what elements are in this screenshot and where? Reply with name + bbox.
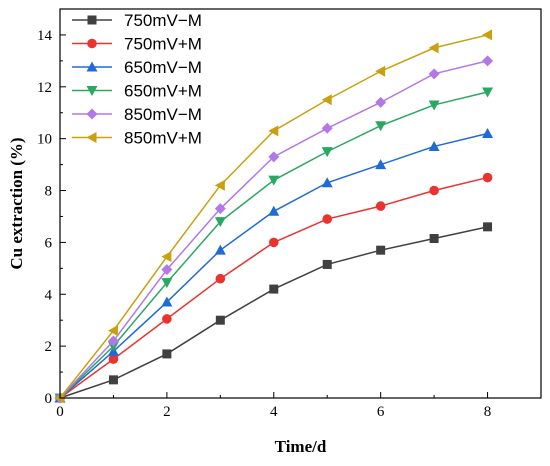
x-tick-label: 2 [163,404,171,420]
data-point [161,278,173,289]
y-tick-label: 12 [37,80,52,96]
data-point [269,284,279,294]
legend-marker [87,15,97,25]
data-point [162,349,172,359]
legend-label: 750mV+M [124,35,202,54]
y-tick-label: 10 [37,132,52,148]
data-point [108,354,119,364]
data-point [107,335,119,347]
x-tick-label: 6 [377,404,385,420]
data-point [162,314,172,324]
y-tick-label: 4 [45,287,53,303]
legend-item: 850mV−M [72,105,202,124]
series-6 [54,29,493,404]
data-point [321,122,333,134]
data-point [429,185,439,196]
series-line [59,132,488,399]
data-point [161,251,172,263]
axes: 0 2 4 6 8 0 2 4 6 8 10 12 14 [37,8,542,420]
data-point [321,177,333,188]
y-tick-label: 6 [45,235,53,251]
data-point [482,87,494,98]
legend-item: 650mV+M [72,82,202,101]
data-point [375,96,387,108]
y-tick-label: 0 [45,391,53,407]
series-2 [55,172,493,403]
data-point [482,29,493,41]
x-axis-title: Time/d [275,437,327,456]
data-point [321,94,332,106]
data-point [322,259,332,269]
legend-label: 650mV+M [124,82,202,101]
data-point [482,172,493,183]
legend-item: 750mV−M [72,11,202,30]
x-tick-label: 8 [484,404,492,420]
data-point [214,179,225,191]
data-point [214,203,226,215]
data-point [107,325,118,337]
data-point [268,151,280,163]
data-point [321,147,333,158]
legend-label: 650mV−M [124,58,202,77]
data-point [268,125,279,137]
data-point [375,121,387,132]
data-point [322,214,333,224]
data-point [268,237,279,248]
data-point [375,201,386,211]
data-point [375,65,386,77]
data-point [482,55,494,67]
data-point [161,296,173,307]
legend-item: 850mV+M [72,129,202,148]
legend-marker [87,38,97,49]
data-point [428,42,439,54]
data-point [429,234,439,244]
legend-marker [86,108,98,120]
data-point [376,245,386,255]
data-point [215,315,225,325]
data-point [268,205,280,216]
legend-label: 850mV+M [124,129,202,148]
x-tick-label: 0 [56,404,64,420]
data-point [428,140,440,151]
legend-label: 850mV−M [124,105,202,124]
data-point [215,273,226,284]
data-point [214,217,226,228]
plot-frame [59,8,542,399]
series-3 [54,127,494,403]
series-line [59,226,488,399]
x-tick-label: 4 [270,404,278,420]
y-tick-label: 14 [37,28,53,44]
y-tick-label: 2 [45,339,53,355]
legend-marker [86,132,97,143]
y-axis-title: Cu extraction (%) [7,137,26,269]
data-point [214,244,226,255]
legend: 750mV−M 750mV+M 650mV−M 650mV+M 850mV−M 850mV… [72,11,202,148]
y-tick-label: 8 [45,184,53,200]
data-point [428,68,440,80]
data-point [161,264,173,276]
data-point [482,127,494,138]
legend-marker [86,86,98,96]
data-point [483,222,493,232]
legend-item: 750mV+M [72,35,202,54]
plot-area [54,29,494,404]
series-5 [54,55,494,404]
legend-marker [86,61,98,72]
data-point [428,100,440,111]
data-point [268,175,280,186]
series-1 [55,222,493,403]
legend-label: 750mV−M [124,11,202,30]
data-point [375,159,387,170]
data-point [108,375,118,385]
legend-item: 650mV−M [72,58,202,77]
